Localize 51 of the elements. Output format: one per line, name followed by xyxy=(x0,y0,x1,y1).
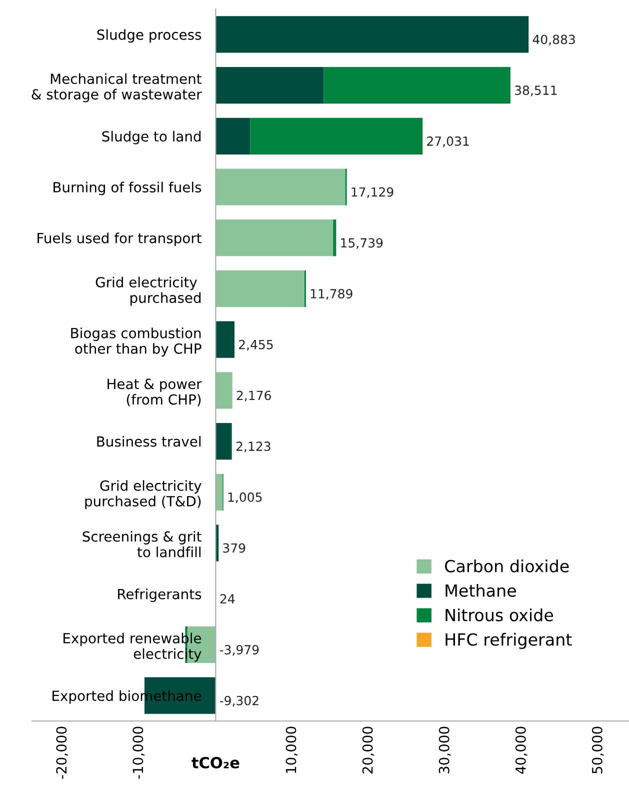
x-axis-title: tCO₂e xyxy=(192,756,240,768)
bar xyxy=(216,372,232,409)
y-tick-label: Sludge to land xyxy=(102,130,201,144)
total-label: -9,302 xyxy=(220,696,258,707)
legend-label: Methane xyxy=(446,584,516,597)
x-tick-label: 30,000 xyxy=(438,726,451,774)
y-tick-label: Sludge process xyxy=(97,29,202,43)
y-tick-label: Burning of fossil fuels xyxy=(54,182,202,196)
bar xyxy=(324,66,510,104)
x-tick-label: -20,000 xyxy=(56,726,68,779)
y-tick-label: Refrigerants xyxy=(118,588,202,602)
x-tick-label: -10,000 xyxy=(132,726,145,779)
total-label: 2,455 xyxy=(238,340,273,351)
y-tick-label: Grid electricity purchased (T&D) xyxy=(85,480,202,510)
bar xyxy=(216,321,234,358)
bar xyxy=(216,220,334,256)
total-label: 38,511 xyxy=(514,86,557,96)
total-label: 2,123 xyxy=(236,442,270,452)
total-label: 24 xyxy=(220,594,235,604)
bar xyxy=(216,422,231,460)
bar xyxy=(216,118,250,154)
total-label: 379 xyxy=(223,543,246,553)
total-label: 17,129 xyxy=(352,187,394,198)
y-tick-label: Fuels used for transport xyxy=(38,232,202,246)
y-tick-label: Mechanical treatment & storage of wastewater xyxy=(32,73,202,102)
bar xyxy=(216,474,223,510)
bar xyxy=(216,168,346,206)
legend-label: Nitrous oxide xyxy=(446,608,554,622)
bar xyxy=(216,270,304,308)
bar xyxy=(250,118,423,154)
y-tick-label: Business travel xyxy=(97,436,201,447)
y-tick-label: Biogas combustion other than by CHP xyxy=(71,328,202,357)
total-label: 27,031 xyxy=(427,136,469,148)
legend-label: HFC refrigerant xyxy=(446,632,572,650)
total-label: 40,883 xyxy=(532,34,575,46)
y-tick-label: Screenings & grit to landfill xyxy=(82,531,202,558)
total-label: 15,739 xyxy=(341,238,383,249)
total-label: 11,789 xyxy=(310,288,352,300)
total-label: 1,005 xyxy=(228,492,262,504)
bar xyxy=(216,16,529,53)
y-tick-label: Heat & power (from CHP) xyxy=(108,378,202,406)
x-tick-label: 10,000 xyxy=(286,726,298,773)
total-label: -3,979 xyxy=(220,644,259,656)
x-tick-label: 20,000 xyxy=(362,726,374,774)
bar xyxy=(333,220,336,256)
bar xyxy=(216,66,324,104)
x-tick-label: 50,000 xyxy=(592,726,604,774)
total-label: 2,176 xyxy=(236,390,271,402)
y-tick-label: Grid electricity purchased xyxy=(96,276,201,306)
x-tick-label: 40,000 xyxy=(515,726,528,774)
legend-label: Carbon dioxide xyxy=(445,560,569,572)
